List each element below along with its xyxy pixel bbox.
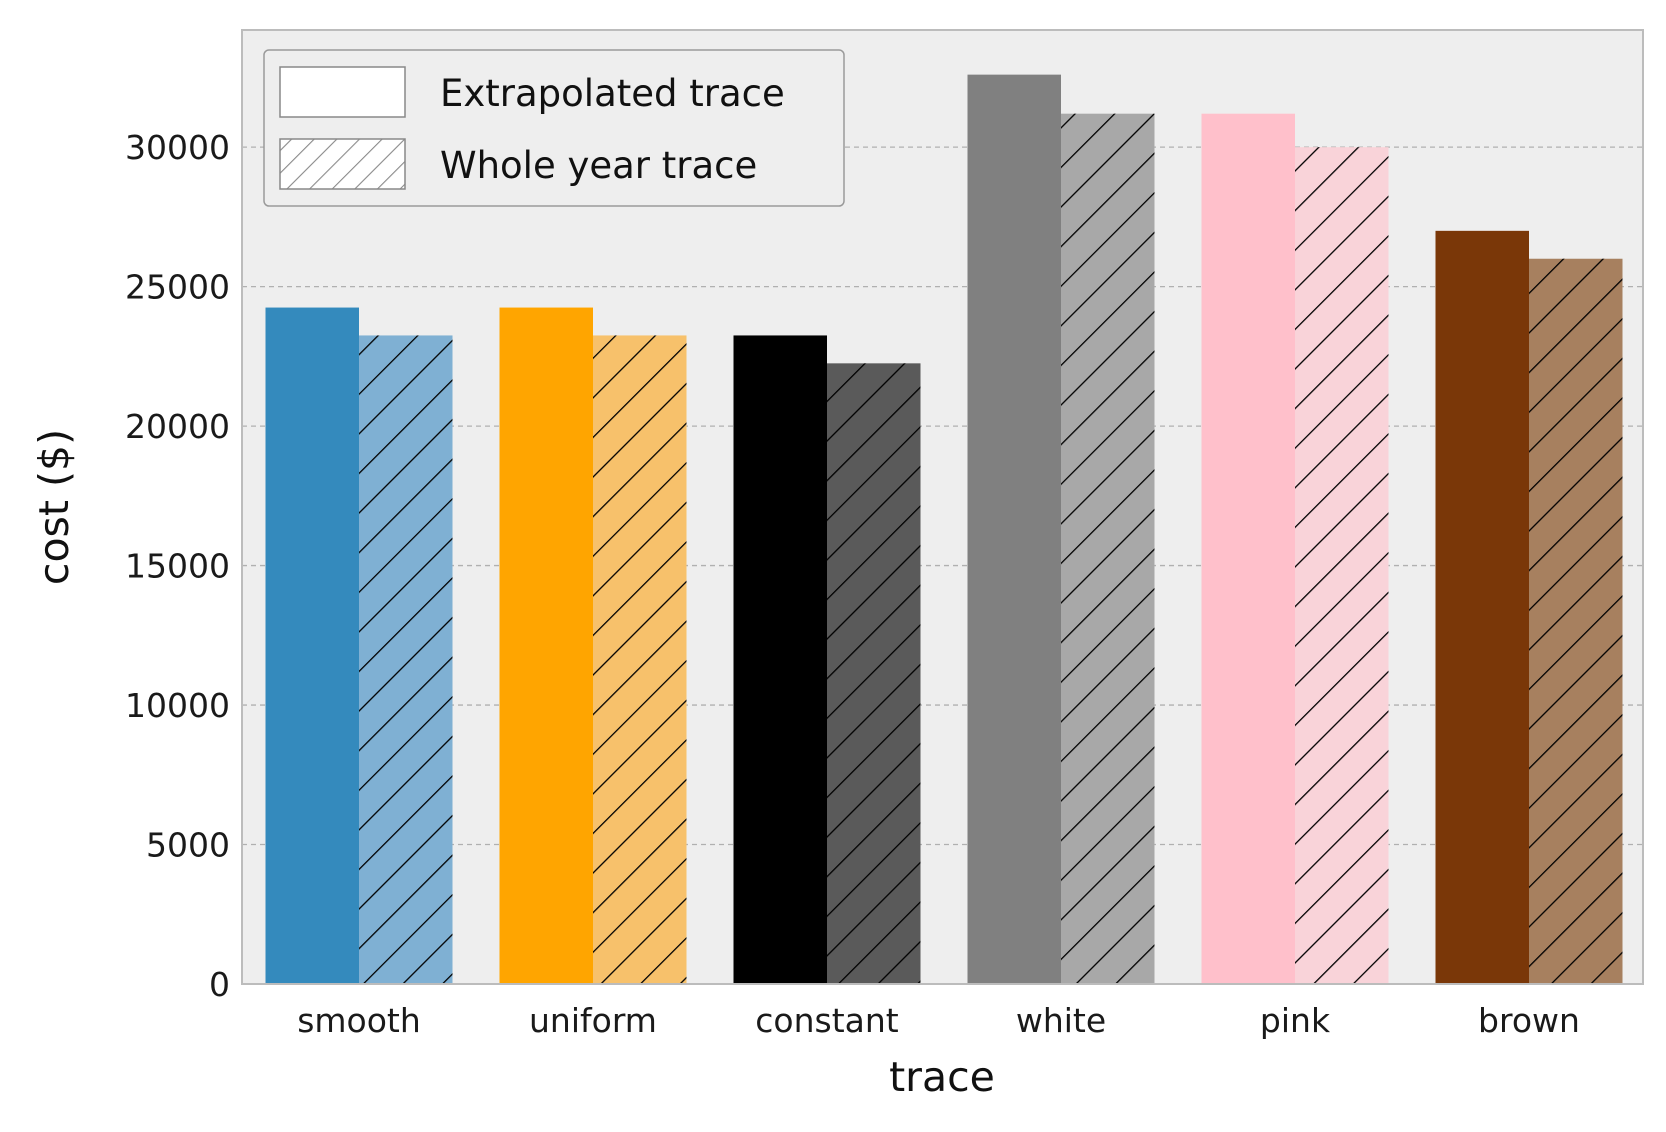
bars [265, 74, 1623, 985]
legend-swatch-extrapolated [279, 66, 406, 118]
bar-hatch-constant [827, 363, 921, 984]
legend-label-whole-year: Whole year trace [440, 144, 757, 187]
bar-extrapolated-pink [1201, 113, 1295, 985]
y-tick-label: 5000 [146, 826, 230, 865]
bar-hatch-pink [1295, 147, 1389, 984]
bar-extrapolated-constant [733, 335, 827, 984]
legend-label-extrapolated: Extrapolated trace [440, 72, 785, 115]
x-tick-labels: smooth uniform constant white pink brown [297, 1001, 1580, 1040]
plot-frame [241, 29, 1644, 985]
bar-hatch-white [1061, 113, 1155, 985]
x-tick-label: constant [755, 1001, 899, 1040]
y-tick-labels: 0 5000 10000 15000 20000 25000 30000 [125, 128, 230, 1004]
y-tick-label: 15000 [125, 547, 230, 586]
x-tick-label: pink [1260, 1001, 1331, 1040]
y-tick-label: 20000 [125, 407, 230, 446]
x-tick-label: smooth [297, 1001, 421, 1040]
x-axis-title: trace [889, 1053, 995, 1101]
bar-hatch-uniform [593, 335, 687, 984]
bar-extrapolated-brown [1435, 230, 1529, 984]
bar-extrapolated-smooth [265, 307, 359, 985]
legend-box [263, 49, 845, 207]
legend-swatch-whole-year-hatch [279, 138, 406, 190]
bar-hatch-smooth [359, 335, 453, 984]
x-tick-label: uniform [529, 1001, 657, 1040]
legend: Extrapolated trace Whole year trace [263, 49, 845, 207]
y-tick-label: 25000 [125, 268, 230, 307]
y-tick-label: 30000 [125, 128, 230, 167]
y-axis-title: cost ($) [30, 429, 78, 585]
bar-hatch-brown [1529, 258, 1623, 985]
bar-extrapolated-uniform [499, 307, 593, 985]
y-tick-label: 10000 [125, 686, 230, 725]
y-tick-label: 0 [209, 965, 230, 1004]
bar-extrapolated-white [967, 74, 1061, 984]
x-tick-label: brown [1478, 1001, 1580, 1040]
x-tick-label: white [1016, 1001, 1106, 1040]
